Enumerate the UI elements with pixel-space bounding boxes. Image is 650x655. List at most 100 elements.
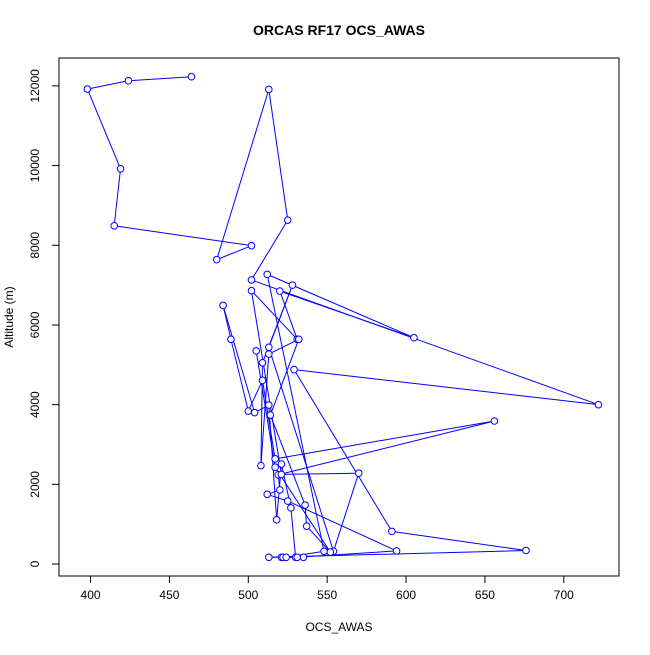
x-axis: 400 450 500 550 600 650 700: [81, 575, 574, 602]
data-point: [354, 469, 363, 477]
series-line-segment: [278, 420, 495, 476]
series-line-segment: [306, 525, 331, 553]
series-line-segment: [268, 89, 289, 221]
data-point: [265, 350, 273, 358]
data-point: [276, 287, 284, 295]
data-point: [283, 216, 292, 224]
y-tick-label: 6000: [28, 311, 42, 338]
data-point: [252, 347, 260, 355]
series-line-segment: [230, 339, 249, 412]
data-point: [522, 546, 530, 555]
data-point: [247, 276, 256, 284]
y-tick-label: 8000: [28, 232, 42, 259]
chart-title: ORCAS RF17 OCS_AWAS: [253, 22, 425, 38]
series-line-segment: [222, 305, 232, 340]
x-tick-label: 650: [475, 588, 495, 602]
x-tick-label: 550: [317, 588, 337, 602]
series-line-segment: [222, 305, 256, 413]
data-point: [266, 411, 275, 419]
x-tick-label: 400: [81, 588, 101, 602]
data-point: [301, 501, 309, 509]
series-line-segment: [281, 472, 359, 475]
data-point: [212, 255, 221, 264]
data-point: [265, 343, 273, 352]
data-point: [247, 286, 256, 295]
data-point: [392, 547, 401, 555]
data-point: [272, 516, 281, 524]
series-line-segment: [113, 168, 122, 226]
series-line-segment: [268, 347, 334, 552]
series-line-segment: [333, 473, 360, 552]
data-point: [410, 333, 418, 342]
data-point: [293, 553, 301, 562]
data-point: [490, 417, 499, 425]
data-point: [287, 504, 295, 512]
series-line-segment: [86, 88, 121, 169]
data-point: [276, 486, 284, 494]
data-point: [250, 408, 259, 417]
series-line-segment: [269, 414, 306, 506]
y-tick-label: 2000: [28, 471, 42, 498]
data-point: [594, 400, 603, 409]
series-line-segment: [391, 530, 527, 551]
series-line-segment: [266, 274, 325, 552]
series-line-segment: [255, 350, 276, 468]
data-point: [326, 548, 335, 556]
y-tick-label: 0: [28, 560, 42, 567]
series-line-segment: [275, 420, 495, 460]
series-line-segment: [293, 369, 599, 406]
data-point: [257, 461, 265, 470]
series-line-segment: [261, 380, 276, 459]
series-line-segment: [260, 354, 270, 466]
data-point: [299, 553, 308, 562]
data-point: [277, 460, 286, 468]
data-point: [263, 270, 272, 279]
data-point: [388, 527, 396, 536]
x-tick-label: 500: [238, 588, 258, 602]
data-point: [265, 553, 273, 562]
data-point: [271, 463, 279, 472]
series-line-segment: [128, 76, 192, 82]
data-point: [277, 470, 286, 479]
series-markers: [83, 72, 603, 562]
series-line-segment: [279, 290, 415, 339]
series-line-segment: [216, 245, 252, 261]
x-tick-label: 700: [554, 588, 574, 602]
y-axis: 0 2000 4000 6000 8000 10000 12000: [28, 69, 60, 567]
data-point: [110, 221, 119, 230]
data-point: [294, 335, 303, 344]
data-point: [124, 76, 133, 85]
data-point: [244, 407, 253, 415]
data-point: [247, 241, 256, 250]
series-line-segment: [114, 225, 252, 247]
data-point: [288, 281, 297, 289]
x-tick-label: 450: [159, 588, 179, 602]
data-point: [265, 401, 273, 409]
data-point: [83, 85, 92, 93]
series-line-segment: [251, 219, 289, 281]
y-tick-label: 10000: [28, 149, 42, 183]
series-line-segment: [293, 369, 393, 532]
series-line-segment: [269, 339, 300, 416]
series-line-segment: [247, 380, 263, 412]
data-point: [219, 301, 227, 310]
data-point: [187, 72, 196, 81]
x-tick-label: 600: [396, 588, 416, 602]
data-point: [271, 455, 279, 463]
data-point: [258, 359, 267, 367]
y-axis-label: Altitude (m): [2, 286, 16, 347]
series-line-segment: [251, 290, 298, 340]
series-line-segment: [274, 466, 331, 553]
data-point: [263, 490, 272, 499]
data-point: [302, 522, 311, 530]
series-line-segment: [268, 338, 299, 355]
data-point: [283, 497, 292, 505]
series-line-segment: [290, 507, 297, 558]
data-point: [116, 164, 125, 173]
data-point: [258, 376, 267, 385]
series-layer: [83, 72, 603, 562]
data-point: [265, 85, 273, 94]
